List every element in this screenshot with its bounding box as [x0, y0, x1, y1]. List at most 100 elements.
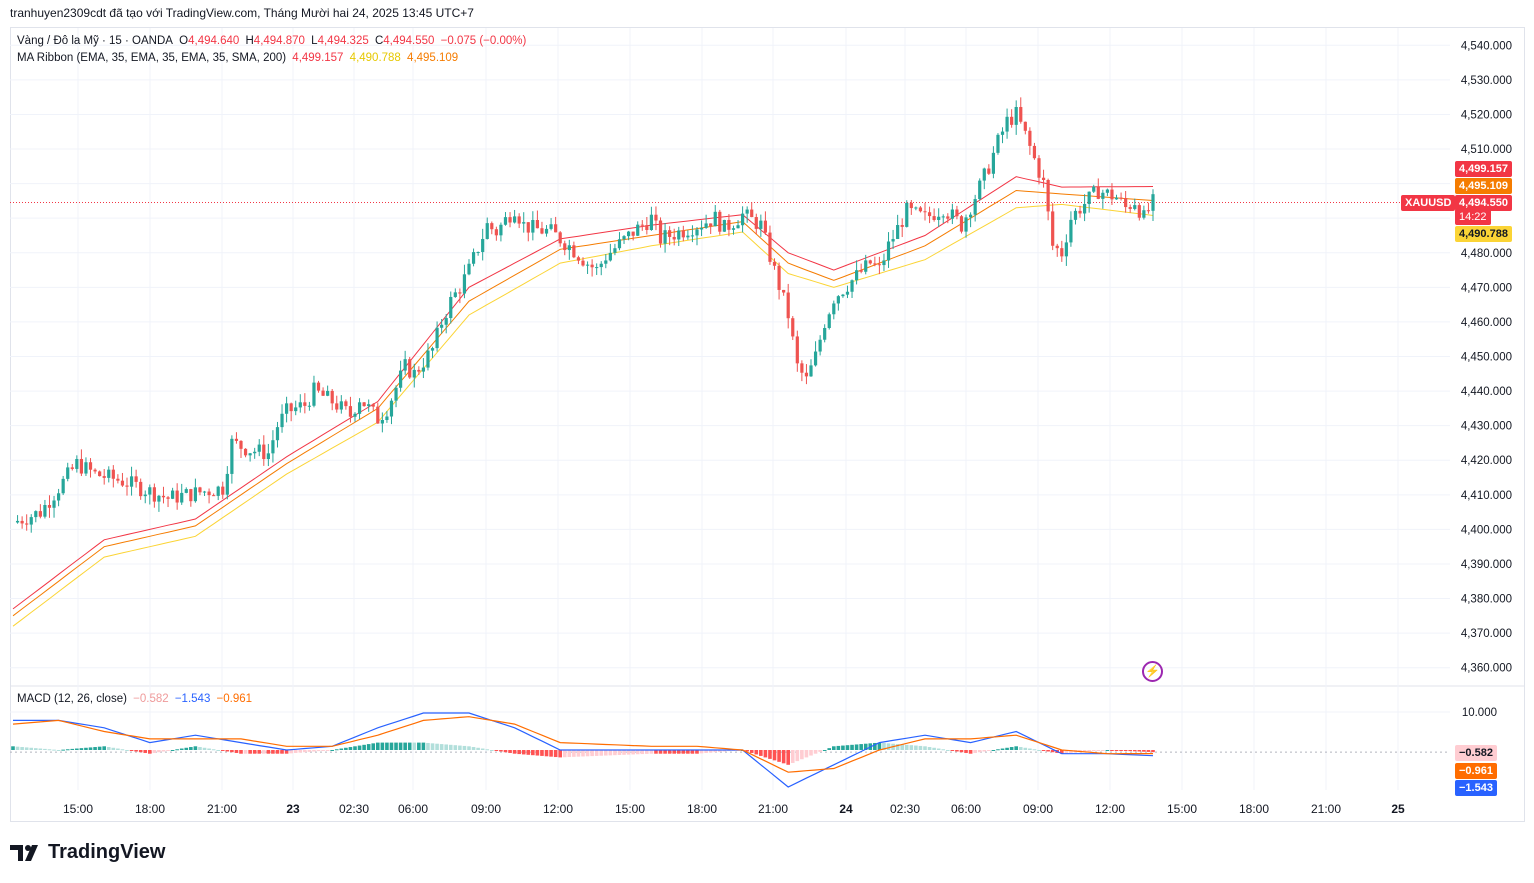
macd-hist-bar: [968, 750, 973, 754]
macd-hist-bar: [179, 748, 184, 750]
candle-body: [850, 280, 854, 292]
macd-signal-value: −0.961: [216, 693, 253, 705]
time-axis-label: 02:30: [339, 802, 369, 816]
macd-hist-bar: [886, 743, 891, 750]
candle-body: [61, 478, 65, 494]
candle-body: [522, 222, 526, 224]
macd-hist-bar: [1050, 750, 1055, 753]
macd-hist-bar: [813, 750, 818, 754]
macd-hist-bar: [371, 743, 376, 750]
candle-body: [494, 229, 498, 236]
time-axis-label: 09:00: [471, 802, 501, 816]
candle-body: [827, 314, 831, 328]
lightning-icon[interactable]: ⚡: [1142, 661, 1163, 682]
tradingview-logo[interactable]: TradingView: [10, 841, 165, 864]
macd-hist-bar: [914, 745, 918, 750]
candle-body: [1000, 131, 1005, 135]
candle-body: [727, 219, 731, 230]
candle-body: [389, 400, 394, 417]
macd-hist-bar: [380, 742, 385, 750]
macd-hist-bar: [111, 747, 116, 750]
candle-body: [622, 236, 626, 240]
candle-body: [1092, 186, 1096, 192]
candle-body: [175, 490, 179, 503]
ma2-price-tag: 4,490.788: [1455, 226, 1512, 242]
tv-logo-icon: [10, 844, 38, 861]
candle-body: [243, 448, 248, 456]
price-axis-label: 4,530.000: [1461, 75, 1512, 87]
macd-hist-bar: [635, 750, 640, 755]
ribbon-label[interactable]: MA Ribbon (EMA, 35, EMA, 35, EMA, 35, SM…: [17, 52, 287, 64]
candle-body: [636, 224, 640, 236]
candle-body: [29, 517, 33, 525]
candle-body: [221, 486, 225, 495]
close-value: 4,494.550: [383, 35, 435, 47]
macd-hist-bar: [462, 745, 467, 750]
ma-ribbon-line: [12, 189, 1154, 617]
macd-hist-bar: [417, 742, 421, 750]
macd-hist-bar: [198, 747, 202, 750]
macd-hist-bar: [257, 750, 262, 754]
candle-body: [554, 224, 558, 233]
macd-hist-bar: [421, 742, 426, 750]
candle-body: [563, 243, 567, 251]
macd-label[interactable]: MACD (12, 26, close): [17, 693, 127, 705]
candle-body: [855, 270, 859, 281]
macd-hist-bar: [1032, 749, 1037, 751]
candle-body: [832, 303, 836, 315]
candle-body: [631, 231, 635, 236]
macd-hist-bar: [622, 750, 626, 755]
symbol-label[interactable]: Vàng / Đô la Mỹ · 15 · OANDA: [17, 35, 173, 47]
macd-hist-bar: [836, 745, 841, 750]
high-value: 4,494.870: [253, 35, 305, 47]
macd-hist-bar: [444, 744, 448, 750]
macd-hist-bar: [950, 750, 955, 751]
candle-body: [421, 367, 425, 372]
candle-body: [941, 216, 945, 218]
candle-body: [937, 216, 941, 220]
time-axis-label: 12:00: [1095, 802, 1125, 816]
candle-body: [704, 223, 708, 228]
macd-hist-bar: [1064, 750, 1069, 754]
macd-hist-bar: [558, 750, 562, 758]
open-value: 4,494.640: [188, 35, 240, 47]
price-axis-label: 4,420.000: [1461, 455, 1512, 467]
candle-body: [367, 404, 371, 407]
candle-body: [294, 407, 298, 412]
time-axis-label: 09:00: [1023, 802, 1053, 816]
candle-body: [344, 401, 348, 407]
macd-hist-bar: [344, 747, 348, 750]
macd-hist-bar: [207, 748, 211, 750]
macd-hist-bar: [535, 750, 540, 756]
macd-hist-bar: [330, 750, 334, 751]
candle-body: [841, 294, 845, 297]
macd-hist-bar: [430, 743, 435, 750]
candle-body: [166, 497, 170, 499]
macd-hist-bar: [161, 750, 166, 752]
candle-body: [1128, 207, 1132, 209]
candle-body: [1073, 210, 1078, 220]
candle-body: [417, 369, 421, 372]
macd-hist-bar: [996, 749, 1000, 751]
candle-body: [973, 199, 977, 215]
macd-hist-bar: [959, 750, 964, 753]
macd-hist-bar: [704, 750, 708, 753]
candle-body: [927, 212, 932, 217]
macd-hist-bar: [531, 750, 535, 756]
candle-body: [458, 292, 462, 294]
macd-hist-bar: [138, 750, 143, 753]
candle-body: [813, 351, 818, 366]
candle-body: [84, 462, 88, 474]
candle-body: [134, 476, 138, 482]
candle-body: [768, 232, 772, 262]
time-axis-label: 23: [286, 802, 300, 816]
macd-hist-bar: [1009, 747, 1014, 750]
macd-hist-bar: [1028, 748, 1032, 750]
macd-hist-bar: [394, 742, 398, 750]
macd-hist-bar: [617, 750, 622, 755]
macd-hist-bar: [1105, 750, 1110, 751]
candle-body: [266, 453, 270, 460]
ribbon-value-1: 4,499.157: [292, 52, 344, 64]
candle-body: [157, 495, 161, 502]
